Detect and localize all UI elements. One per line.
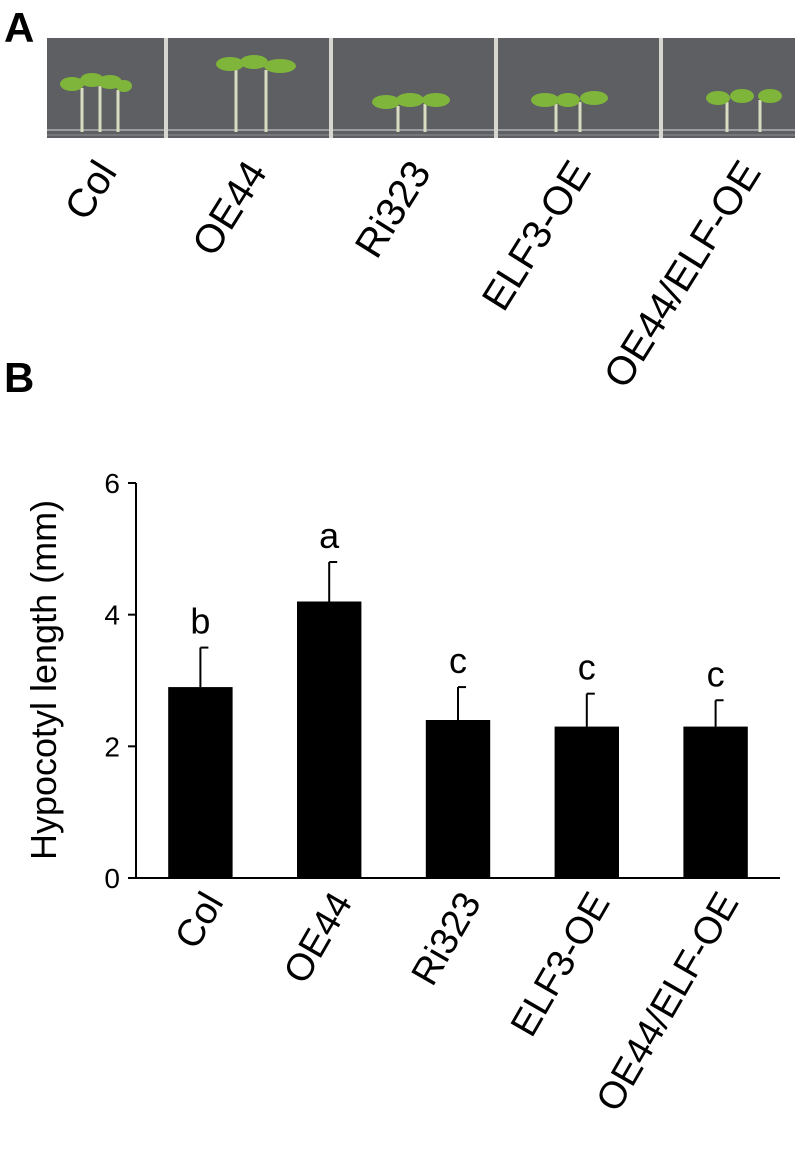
significance-letter: b [190,601,210,642]
x-tick-label: OE44 [276,886,361,991]
bar [683,726,748,878]
photo-label: ELF3-OE [474,153,600,318]
y-tick-label: 0 [104,863,120,894]
significance-letter: c [707,653,725,694]
panel-label: B [4,354,34,401]
y-tick-label: 4 [104,600,120,631]
x-tick-label: Col [167,886,232,956]
x-tick-label: OE44/ELF-OE [589,886,748,1119]
significance-letter: c [449,640,467,681]
photo-background [47,38,795,138]
x-tick-label: Ri323 [404,886,490,993]
significance-letter: c [578,647,596,688]
significance-letter: a [319,515,340,556]
divider [494,38,498,138]
photo-label: Ri323 [347,153,440,265]
photo-label: Col [57,153,126,227]
panel-label: A [4,4,34,51]
divider [659,38,663,138]
seedlings [80,68,762,132]
y-tick-label: 2 [104,731,120,762]
divider [329,38,333,138]
bar [297,601,362,878]
photo-label: OE44/ELF-OE [596,153,770,395]
leaves [60,55,782,109]
x-tick-label: ELF3-OE [503,886,619,1044]
y-tick-label: 6 [104,468,120,499]
bar [425,720,491,878]
bar [168,687,233,878]
divider [164,38,168,138]
y-axis-label: Hypocotyl length (mm) [23,500,64,860]
photo [47,38,795,138]
photo-label: OE44 [184,153,276,263]
bar [554,726,619,878]
